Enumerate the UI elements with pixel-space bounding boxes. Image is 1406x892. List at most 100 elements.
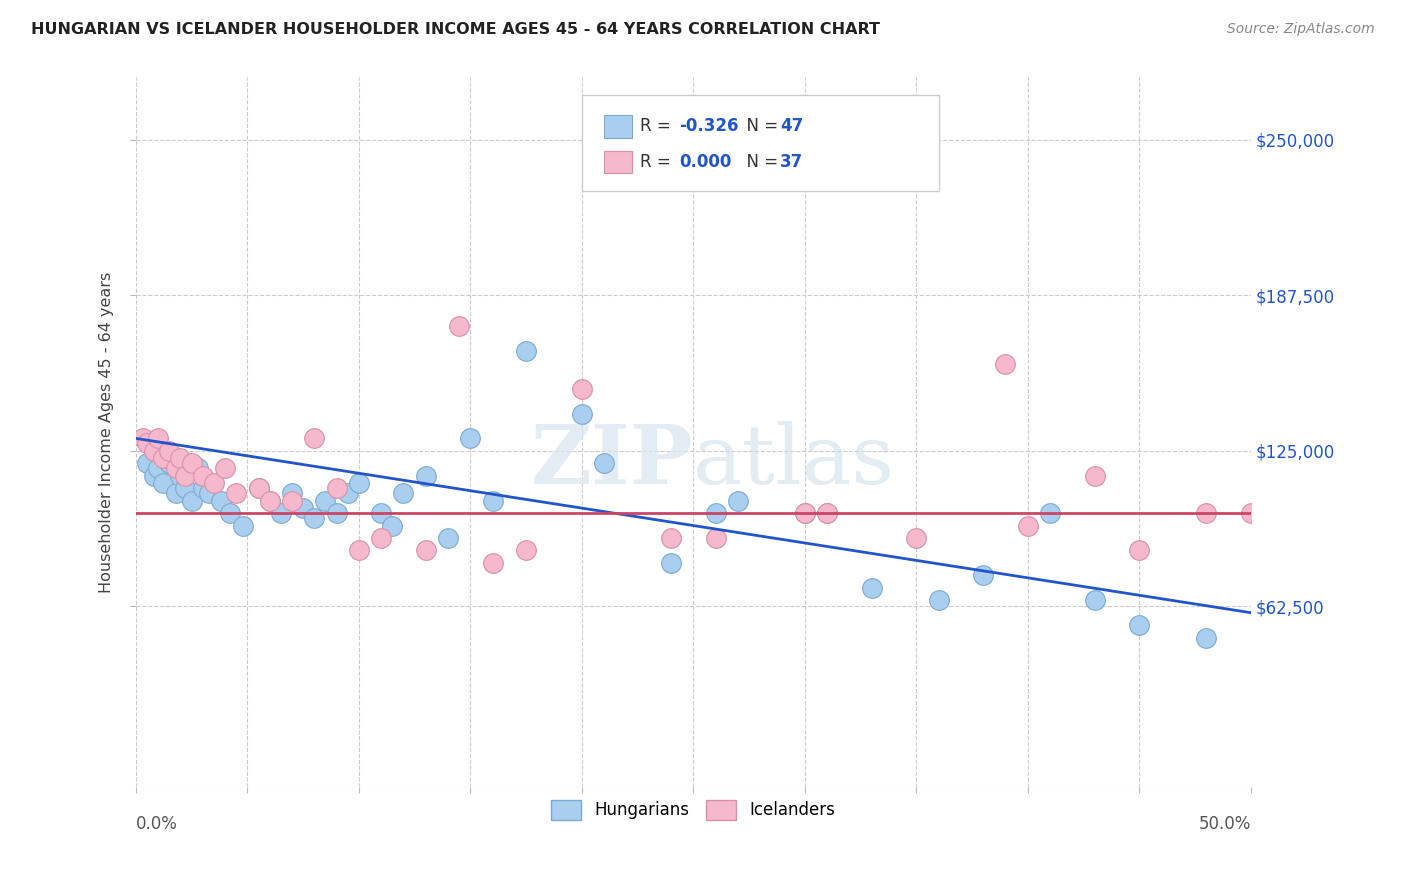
Point: [314, 493, 336, 508]
Point: [972, 568, 994, 582]
Text: ZIP: ZIP: [530, 420, 693, 500]
Point: [928, 593, 950, 607]
Point: [325, 506, 347, 520]
Text: -0.326: -0.326: [679, 118, 738, 136]
Point: [165, 486, 187, 500]
Point: [704, 506, 727, 520]
Point: [1017, 518, 1039, 533]
Point: [571, 382, 593, 396]
Point: [152, 476, 174, 491]
Point: [180, 493, 202, 508]
Point: [515, 543, 537, 558]
Text: R =: R =: [640, 153, 676, 171]
Point: [381, 518, 404, 533]
Point: [860, 581, 883, 595]
Point: [1128, 543, 1150, 558]
Text: 0.0%: 0.0%: [136, 815, 177, 833]
FancyBboxPatch shape: [582, 95, 939, 191]
Point: [460, 431, 482, 445]
Text: N =: N =: [735, 118, 783, 136]
Point: [415, 468, 437, 483]
Point: [347, 476, 370, 491]
Point: [347, 543, 370, 558]
Point: [247, 481, 270, 495]
Point: [336, 486, 359, 500]
Point: [281, 493, 304, 508]
Point: [169, 451, 191, 466]
Point: [202, 476, 225, 491]
Point: [1039, 506, 1062, 520]
Point: [659, 531, 682, 545]
Point: [659, 556, 682, 570]
Point: [270, 506, 292, 520]
Point: [815, 506, 838, 520]
Point: [1084, 593, 1107, 607]
Point: [593, 456, 616, 470]
Point: [165, 461, 187, 475]
Point: [225, 486, 247, 500]
Point: [1084, 468, 1107, 483]
Point: [704, 531, 727, 545]
Point: [515, 344, 537, 359]
Point: [481, 493, 503, 508]
Point: [1195, 631, 1218, 645]
Point: [304, 511, 326, 525]
Point: [198, 486, 221, 500]
Legend: Hungarians, Icelanders: Hungarians, Icelanders: [543, 791, 844, 829]
Point: [174, 468, 197, 483]
Text: 50.0%: 50.0%: [1198, 815, 1251, 833]
Point: [415, 543, 437, 558]
Point: [148, 431, 170, 445]
Point: [259, 493, 281, 508]
Point: [169, 468, 191, 483]
Point: [793, 506, 815, 520]
Point: [437, 531, 460, 545]
Point: [1195, 506, 1218, 520]
Point: [325, 481, 347, 495]
Point: [793, 506, 815, 520]
FancyBboxPatch shape: [605, 151, 631, 173]
Point: [1240, 506, 1263, 520]
Point: [191, 481, 214, 495]
Point: [174, 481, 197, 495]
Point: [815, 506, 838, 520]
Point: [191, 468, 214, 483]
Text: R =: R =: [640, 118, 676, 136]
Point: [571, 407, 593, 421]
Point: [370, 506, 392, 520]
Point: [247, 481, 270, 495]
Point: [481, 556, 503, 570]
Point: [292, 501, 315, 516]
Point: [157, 443, 180, 458]
Point: [449, 319, 471, 334]
FancyBboxPatch shape: [605, 115, 631, 137]
Y-axis label: Householder Income Ages 45 - 64 years: Householder Income Ages 45 - 64 years: [100, 271, 114, 593]
Point: [214, 461, 236, 475]
Point: [281, 486, 304, 500]
Text: 37: 37: [780, 153, 803, 171]
Point: [232, 518, 254, 533]
Point: [1128, 618, 1150, 632]
Point: [370, 531, 392, 545]
Text: Source: ZipAtlas.com: Source: ZipAtlas.com: [1227, 22, 1375, 37]
Text: N =: N =: [735, 153, 783, 171]
Point: [727, 493, 749, 508]
Point: [148, 461, 170, 475]
Text: 0.000: 0.000: [679, 153, 731, 171]
Point: [392, 486, 415, 500]
Point: [152, 451, 174, 466]
Point: [187, 461, 209, 475]
Point: [180, 456, 202, 470]
Point: [259, 493, 281, 508]
Point: [304, 431, 326, 445]
Point: [142, 468, 165, 483]
Point: [142, 443, 165, 458]
Point: [994, 357, 1017, 371]
Text: atlas: atlas: [693, 420, 896, 500]
Point: [131, 431, 153, 445]
Point: [136, 436, 159, 450]
Point: [136, 456, 159, 470]
Point: [209, 493, 232, 508]
Point: [157, 456, 180, 470]
Point: [218, 506, 240, 520]
